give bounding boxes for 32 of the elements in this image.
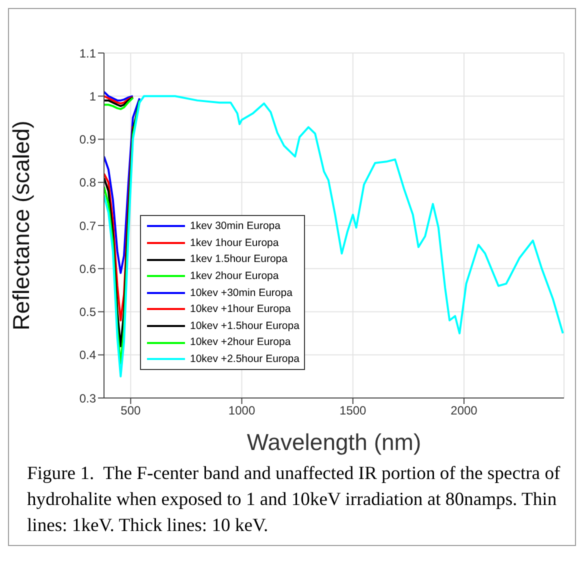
- x-axis-title: Wavelength (nm): [246, 429, 422, 455]
- legend-label: 10kev +1hour Europa: [190, 302, 291, 318]
- y-tick-label: 0.8: [79, 176, 96, 190]
- legend-label: 1kev 2hour Europa: [190, 268, 279, 284]
- line-series: [104, 96, 134, 110]
- y-tick-label: 0.7: [79, 218, 96, 233]
- y-axis-title: Reflectance (scaled): [8, 120, 34, 330]
- x-tick-label: 2000: [450, 404, 478, 418]
- y-tick-label: 1.1: [79, 46, 96, 60]
- x-tick-label: 1500: [340, 404, 367, 418]
- legend-label: 1kev 30min Europa: [190, 219, 280, 234]
- line-series: [104, 97, 141, 274]
- y-tick-label: 1: [89, 89, 96, 104]
- legend-label: 10kev +1.5hour Europa: [190, 318, 300, 334]
- line-series: [104, 90, 134, 102]
- y-tick-label: 0.5: [79, 305, 96, 320]
- legend-label: 10kev +2.5hour Europa: [190, 352, 300, 367]
- x-tick-label: 500: [120, 404, 141, 418]
- y-tick-label: 0.3: [79, 391, 96, 406]
- legend-label: 10kev +2hour Europa: [190, 335, 291, 350]
- legend-label: 10kev +30min Europa: [190, 286, 292, 301]
- legend-label: 1kev 1.5hour Europa: [190, 252, 288, 268]
- line-series: [104, 95, 564, 378]
- caption: Figure 1. The F-center band and unaffected IR portion of the spectra of hydrohalite when exposed to 1 and 10keV irradiation at 80namps. Thin lines: 1keV. Thick lines: 10 keV.: [27, 462, 562, 538]
- y-tick-label: 0.6: [79, 262, 96, 276]
- legend-label: 1kev 1hour Europa: [190, 236, 279, 251]
- x-tick-label: 1000: [228, 404, 256, 418]
- line-series: [104, 125, 134, 322]
- y-tick-label: 0.9: [79, 132, 96, 147]
- line-series: [104, 95, 134, 104]
- line-series: [104, 96, 134, 108]
- y-tick-label: 0.4: [79, 348, 96, 362]
